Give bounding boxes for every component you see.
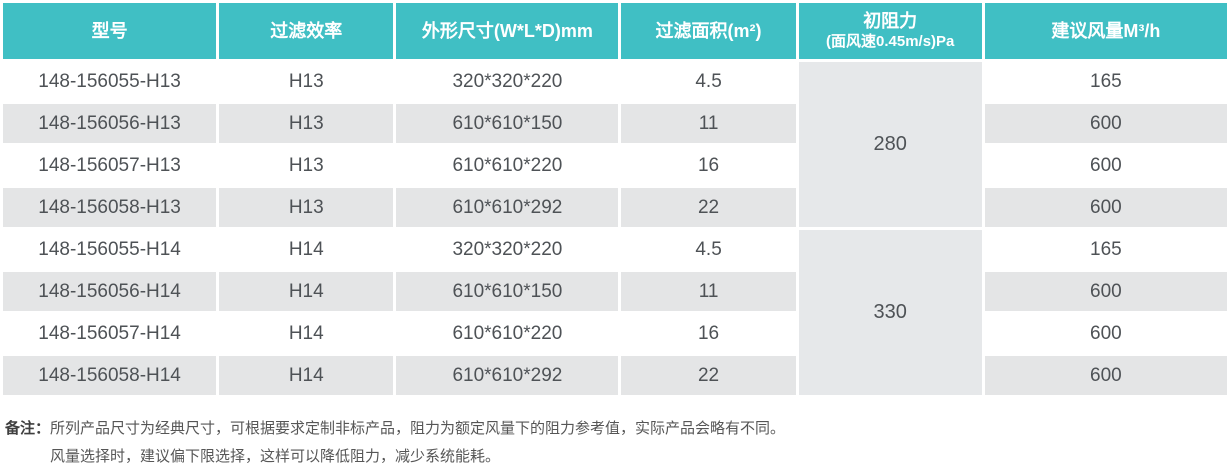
cell-airflow: 600: [984, 272, 1227, 311]
remarks-line-1: 所列产品尺寸为经典尺寸，可根据要求定制非标产品，阻力为额定风量下的阻力参考值，实…: [50, 420, 786, 437]
cell-resistance-merged: 330: [798, 230, 982, 395]
cell-resistance-merged: 280: [798, 62, 982, 227]
cell-area: 11: [621, 272, 796, 311]
cell-area: 22: [621, 188, 796, 227]
filter-spec-table: 型号 过滤效率 外形尺寸(W*L*D)mm 过滤面积(m²) 初阻力 (面风速0.45m/…: [3, 3, 1227, 395]
column-header-efficiency: 过滤效率: [219, 3, 394, 59]
cell-model: 148-156055-H13: [3, 62, 217, 101]
cell-area: 16: [621, 314, 796, 353]
cell-area: 4.5: [621, 230, 796, 269]
cell-airflow: 600: [984, 104, 1227, 143]
cell-dimensions: 610*610*150: [396, 272, 619, 311]
cell-model: 148-156056-H14: [3, 272, 217, 311]
cell-model: 148-156056-H13: [3, 104, 217, 143]
cell-area: 4.5: [621, 62, 796, 101]
remarks-line-2: 风量选择时，建议偏下限选择，这样可以降低阻力，减少系统能耗。: [50, 448, 501, 465]
cell-model: 148-156058-H13: [3, 188, 217, 227]
cell-area: 16: [621, 146, 796, 185]
table-row: 148-156057-H13 H13 610*610*220 16 600: [3, 146, 1227, 185]
cell-efficiency: H14: [219, 314, 394, 353]
remarks-label: 备注：: [5, 420, 51, 437]
cell-dimensions: 610*610*292: [396, 188, 619, 227]
cell-airflow: 600: [984, 356, 1227, 395]
cell-airflow: 600: [984, 146, 1227, 185]
cell-area: 22: [621, 356, 796, 395]
column-header-area: 过滤面积(m²): [621, 3, 796, 59]
cell-dimensions: 320*320*220: [396, 62, 619, 101]
cell-airflow: 600: [984, 188, 1227, 227]
table-row: 148-156056-H14 H14 610*610*150 11 600: [3, 272, 1227, 311]
cell-dimensions: 610*610*292: [396, 356, 619, 395]
cell-dimensions: 610*610*220: [396, 314, 619, 353]
cell-efficiency: H13: [219, 104, 394, 143]
cell-model: 148-156058-H14: [3, 356, 217, 395]
column-header-airflow: 建议风量M³/h: [984, 3, 1227, 59]
cell-efficiency: H14: [219, 230, 394, 269]
cell-efficiency: H14: [219, 272, 394, 311]
cell-efficiency: H14: [219, 356, 394, 395]
cell-airflow: 165: [984, 62, 1227, 101]
cell-airflow: 600: [984, 314, 1227, 353]
table-row: 148-156055-H14 H14 320*320*220 4.5 330 165: [3, 230, 1227, 395]
table-row: 148-156058-H13 H13 610*610*292 22 600: [3, 188, 1227, 227]
remarks-text: 所列产品尺寸为经典尺寸，可根据要求定制非标产品，阻力为额定风量下的阻力参考值，实…: [50, 415, 785, 470]
cell-dimensions: 320*320*220: [396, 230, 619, 269]
column-header-dimensions: 外形尺寸(W*L*D)mm: [396, 3, 619, 59]
table-header-row: 型号 过滤效率 外形尺寸(W*L*D)mm 过滤面积(m²) 初阻力 (面风速0.45m/…: [3, 3, 1227, 59]
cell-model: 148-156057-H14: [3, 314, 217, 353]
cell-model: 148-156055-H14: [3, 230, 217, 269]
cell-efficiency: H13: [219, 188, 394, 227]
column-header-resistance: 初阻力 (面风速0.45m/s)Pa: [798, 3, 982, 59]
cell-dimensions: 610*610*220: [396, 146, 619, 185]
column-header-resistance-sublabel: (面风速0.45m/s)Pa: [826, 33, 955, 51]
table-row: 148-156058-H14 H14 610*610*292 22 600: [3, 356, 1227, 395]
cell-efficiency: H13: [219, 62, 394, 101]
cell-model: 148-156057-H13: [3, 146, 217, 185]
cell-dimensions: 610*610*150: [396, 104, 619, 143]
column-header-model: 型号: [3, 3, 217, 59]
cell-area: 11: [621, 104, 796, 143]
table-row: 148-156055-H13 H13 320*320*220 4.5 280 165: [3, 62, 1227, 227]
remarks: 备注： 所列产品尺寸为经典尺寸，可根据要求定制非标产品，阻力为额定风量下的阻力参…: [5, 415, 1230, 470]
table-row: 148-156056-H13 H13 610*610*150 11 600: [3, 104, 1227, 143]
cell-efficiency: H13: [219, 146, 394, 185]
table-row: 148-156057-H14 H14 610*610*220 16 600: [3, 314, 1227, 353]
cell-airflow: 165: [984, 230, 1227, 269]
